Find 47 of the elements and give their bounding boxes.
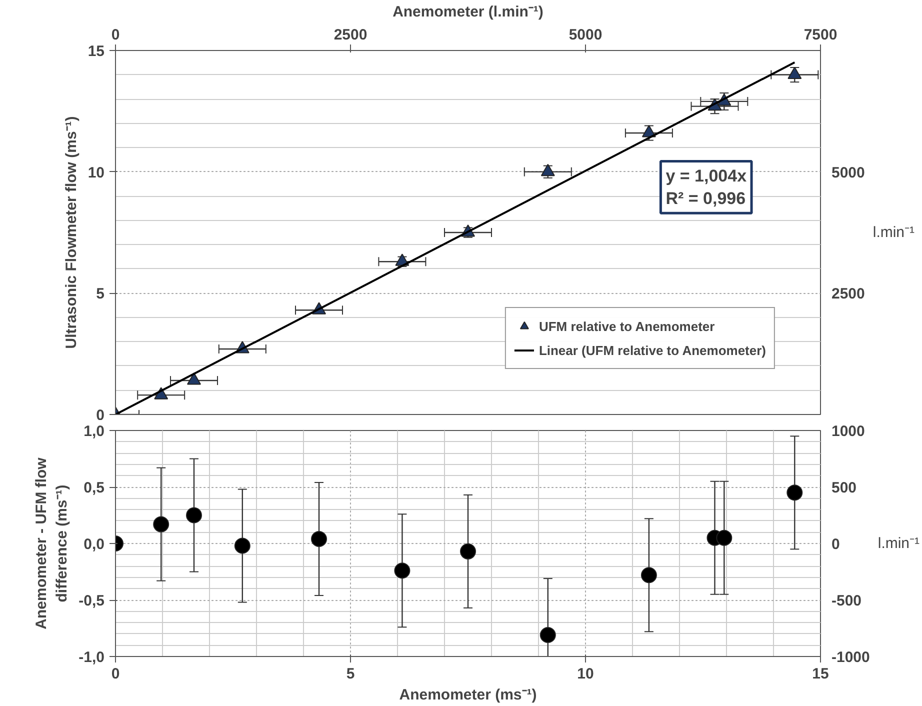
y-tick-label: 15	[88, 43, 105, 60]
y2-axis-title: l.min⁻¹	[878, 535, 920, 552]
annotation: y = 1,004x	[666, 166, 748, 186]
point	[311, 530, 328, 547]
x-tick-label: 10	[577, 666, 594, 682]
point	[786, 484, 803, 501]
y-tick-label: 10	[88, 164, 105, 182]
y-tick-label: 0,0	[84, 536, 105, 553]
y-tick-label: -0,5	[78, 592, 105, 610]
y-axis-title: Anemometer - UFM flow difference (ms⁻¹)	[33, 457, 71, 630]
x-tick-label: 5	[346, 666, 355, 682]
point	[640, 567, 657, 584]
annotation: R² = 0,996	[666, 189, 746, 208]
y-tick-label: 1,0	[84, 423, 105, 440]
point	[540, 164, 555, 176]
y2-tick-label: 0	[832, 536, 840, 553]
y2-axis-title: l.min⁻¹	[872, 224, 915, 241]
x2-tick-label: 0	[111, 26, 120, 44]
y2-tick-label: 2500	[832, 286, 865, 303]
point	[186, 372, 201, 385]
legend-label: UFM relative to Anemometer	[538, 318, 715, 334]
x-tick-label: 15	[812, 666, 829, 682]
x2-tick-label: 5000	[568, 26, 602, 44]
y2-tick-label: 1000	[832, 423, 865, 440]
point	[460, 543, 476, 560]
x2-axis-title: Anemometer (l.min⁻¹)	[392, 4, 544, 20]
x-axis-title: Anemometer (ms⁻¹)	[399, 686, 537, 704]
y2-tick-label: 5000	[832, 164, 865, 182]
x2-tick-label: 7500	[804, 26, 838, 44]
point	[234, 538, 250, 554]
point	[186, 507, 202, 524]
y-tick-label: -1,0	[78, 649, 105, 666]
point	[788, 66, 802, 80]
x-tick-label: 0	[111, 666, 120, 682]
y-axis-title: Ultrasonic Flowmeter flow (ms⁻¹)	[62, 116, 80, 349]
y2-tick-label: -500	[832, 592, 862, 610]
y-tick-label: 5	[96, 286, 104, 303]
y2-tick-label: 500	[832, 480, 857, 496]
point	[716, 530, 732, 546]
y2-tick-label: -1000	[832, 649, 870, 666]
y-tick-label: 0	[96, 407, 104, 424]
x2-tick-label: 2500	[334, 26, 368, 44]
y-tick-label: 0,5	[84, 480, 105, 496]
point	[394, 562, 410, 579]
legend-label: Linear (UFM relative to Anemometer)	[538, 342, 766, 358]
point	[153, 516, 170, 532]
point	[540, 627, 556, 644]
